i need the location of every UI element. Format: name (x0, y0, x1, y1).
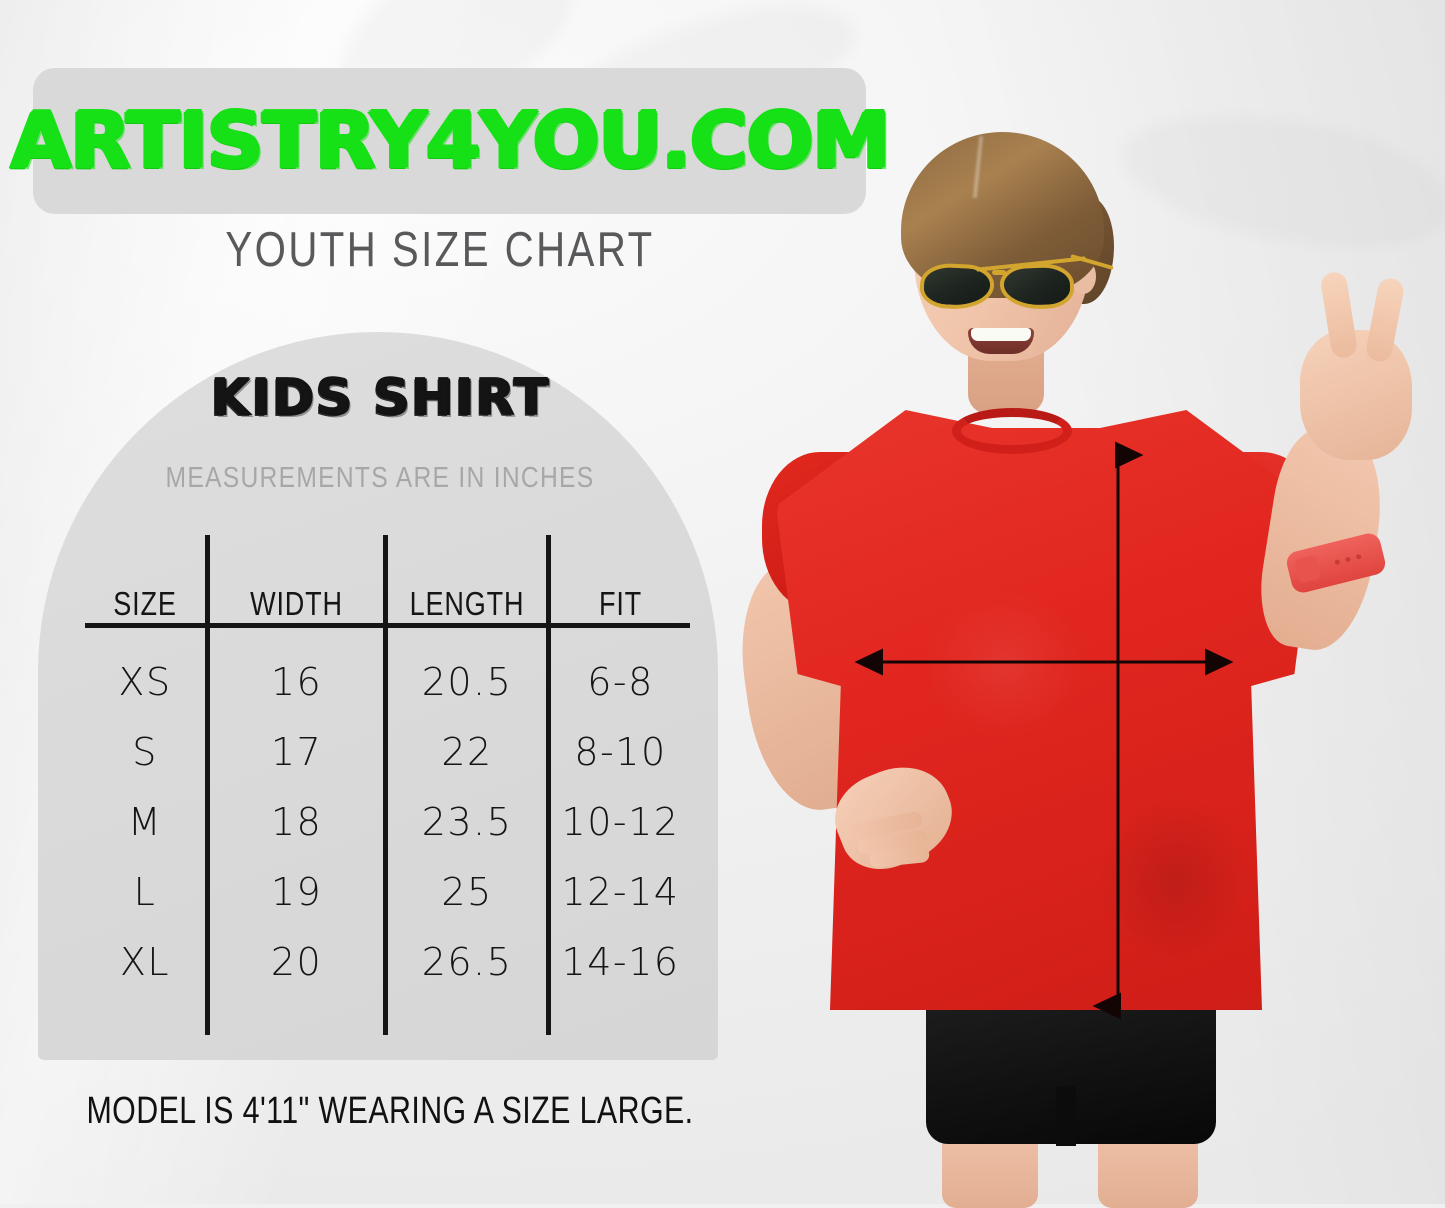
table-row: M 18 23.5 10-12 (85, 791, 690, 853)
table-divider-vertical (205, 535, 210, 1035)
model-note: MODEL IS 4'11" WEARING A SIZE LARGE. (86, 1090, 694, 1132)
table-row: L 19 25 12-14 (85, 861, 690, 923)
cell-size: XL (119, 940, 171, 984)
cell-size: L (133, 870, 157, 914)
watch-face (1294, 554, 1322, 584)
sunglass-lens-right (999, 262, 1075, 311)
smiling-mouth (968, 328, 1034, 354)
cell-length: 26.5 (421, 940, 513, 984)
cell-fit: 8-10 (574, 730, 667, 774)
shirt-collar (952, 408, 1072, 454)
cell-length: 25 (441, 870, 493, 914)
cell-width: 19 (270, 870, 323, 914)
arch-panel (38, 332, 718, 1060)
table-header-rule (85, 623, 690, 628)
table-header-fit: FIT (598, 585, 643, 622)
cell-fit: 6-8 (587, 660, 654, 704)
table-header-size: SIZE (113, 585, 177, 622)
cell-size: XS (118, 660, 172, 704)
units-note: MEASUREMENTS ARE IN INCHES (165, 462, 595, 494)
garment-type-heading: KIDS SHIRT (210, 368, 550, 427)
shorts-inseam (1056, 1086, 1076, 1146)
brand-logo-text: ARTISTRY4YOU.COM (9, 96, 890, 186)
table-row: XL 20 26.5 14-16 (85, 931, 690, 993)
cell-width: 17 (270, 730, 323, 774)
red-tshirt (776, 410, 1316, 1010)
model-photo (729, 0, 1445, 1208)
shirt-shadow (1070, 760, 1280, 1000)
table-row: XS 16 20.5 6-8 (85, 651, 690, 713)
sunglass-bridge (992, 270, 1006, 275)
cell-size: S (132, 730, 158, 774)
table-row: S 17 22 8-10 (85, 721, 690, 783)
cell-fit: 10-12 (561, 800, 680, 844)
cell-length: 20.5 (421, 660, 513, 704)
sunglasses-icon (918, 254, 1114, 318)
cell-fit: 12-14 (561, 870, 680, 914)
page-title: YOUTH SIZE CHART (225, 223, 655, 277)
cell-size: M (127, 800, 163, 844)
brand-logo-badge[interactable]: ARTISTRY4YOU.COM (9, 68, 891, 214)
shirt-highlight (890, 560, 1120, 770)
cell-fit: 14-16 (561, 940, 680, 984)
table-header-length: LENGTH (409, 585, 525, 622)
cell-width: 16 (270, 660, 323, 704)
cell-length: 22 (441, 730, 493, 774)
model-peace-sign-hand (1300, 330, 1412, 460)
table-divider-vertical (546, 535, 551, 1035)
size-table: SIZE WIDTH LENGTH FIT XS 16 20.5 6-8 S 1… (85, 535, 690, 1035)
cell-width: 20 (270, 940, 323, 984)
cell-width: 18 (270, 800, 323, 844)
table-divider-vertical (383, 535, 388, 1035)
table-header-width: WIDTH (250, 585, 343, 622)
watch-strap-holes (1331, 552, 1366, 566)
cell-length: 23.5 (421, 800, 513, 844)
teeth (971, 328, 1031, 341)
